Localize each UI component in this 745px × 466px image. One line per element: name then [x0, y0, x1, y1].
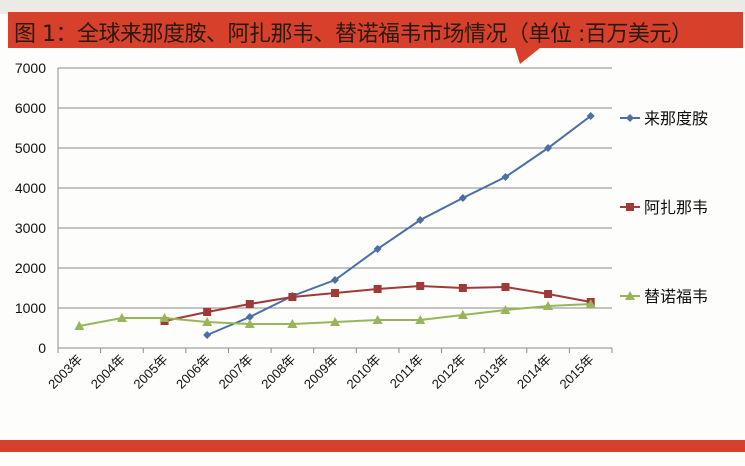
data-point — [415, 315, 426, 324]
data-point — [543, 301, 554, 310]
legend-label: 阿扎那韦 — [644, 198, 708, 217]
data-point — [373, 245, 382, 253]
y-tick-label: 0 — [38, 340, 46, 356]
data-point — [245, 313, 254, 321]
legend-marker — [626, 203, 634, 211]
x-tick-label: 2010年 — [343, 352, 383, 392]
data-point — [330, 317, 340, 326]
data-point — [457, 310, 468, 319]
legend-marker — [625, 291, 635, 300]
x-tick-label: 2008年 — [258, 352, 298, 392]
series-line-0 — [206, 115, 592, 336]
data-point — [501, 173, 510, 181]
y-tick-label: 1000 — [15, 300, 46, 316]
x-tick-label: 2006年 — [173, 352, 213, 392]
chart-title: 图 1：全球来那度胺、阿扎那韦、替诺福韦市场情况（单位 :百万美元） — [14, 22, 693, 47]
data-point — [501, 283, 510, 291]
x-tick-label: 2014年 — [514, 352, 554, 392]
data-point — [203, 331, 212, 339]
data-point — [544, 290, 553, 298]
y-tick-label: 2000 — [15, 260, 46, 276]
data-point — [202, 317, 213, 326]
data-point — [288, 293, 297, 301]
data-point — [244, 319, 255, 328]
data-point — [585, 299, 596, 308]
legend-marker — [626, 114, 634, 122]
x-tick-label: 2007年 — [216, 352, 256, 392]
legend-label: 来那度胺 — [644, 109, 708, 128]
bottom-bar — [0, 440, 745, 452]
legend-label: 替诺福韦 — [644, 287, 708, 306]
banner-tail — [515, 48, 540, 64]
data-point — [416, 216, 425, 224]
y-tick-label: 4000 — [15, 180, 46, 196]
x-tick-label: 2015年 — [557, 352, 597, 392]
x-tick-label: 2003年 — [45, 352, 85, 392]
x-tick-label: 2013年 — [471, 352, 511, 392]
x-tick-label: 2011年 — [387, 352, 427, 392]
data-point — [372, 315, 383, 324]
data-point — [159, 313, 170, 322]
data-point — [458, 284, 467, 292]
x-tick-label: 2012年 — [429, 352, 469, 392]
x-tick-label: 2009年 — [301, 352, 341, 392]
data-point — [458, 194, 467, 202]
data-point — [544, 144, 553, 152]
data-point — [203, 308, 212, 316]
y-tick-label: 5000 — [15, 140, 46, 156]
x-tick-label: 2005年 — [130, 352, 170, 392]
data-point — [373, 285, 382, 293]
data-point — [500, 305, 511, 314]
title-banner — [8, 12, 743, 48]
data-point — [74, 321, 85, 330]
data-point — [416, 282, 425, 290]
top-strip — [0, 0, 745, 14]
data-point — [287, 319, 298, 328]
data-point — [586, 112, 595, 120]
x-tick-label: 2004年 — [88, 352, 128, 392]
data-point — [116, 313, 127, 322]
data-point — [331, 289, 339, 297]
y-tick-label: 3000 — [15, 220, 46, 236]
y-tick-label: 7000 — [15, 60, 46, 76]
y-tick-label: 6000 — [15, 100, 46, 116]
data-point — [331, 276, 339, 284]
data-point — [245, 300, 254, 308]
